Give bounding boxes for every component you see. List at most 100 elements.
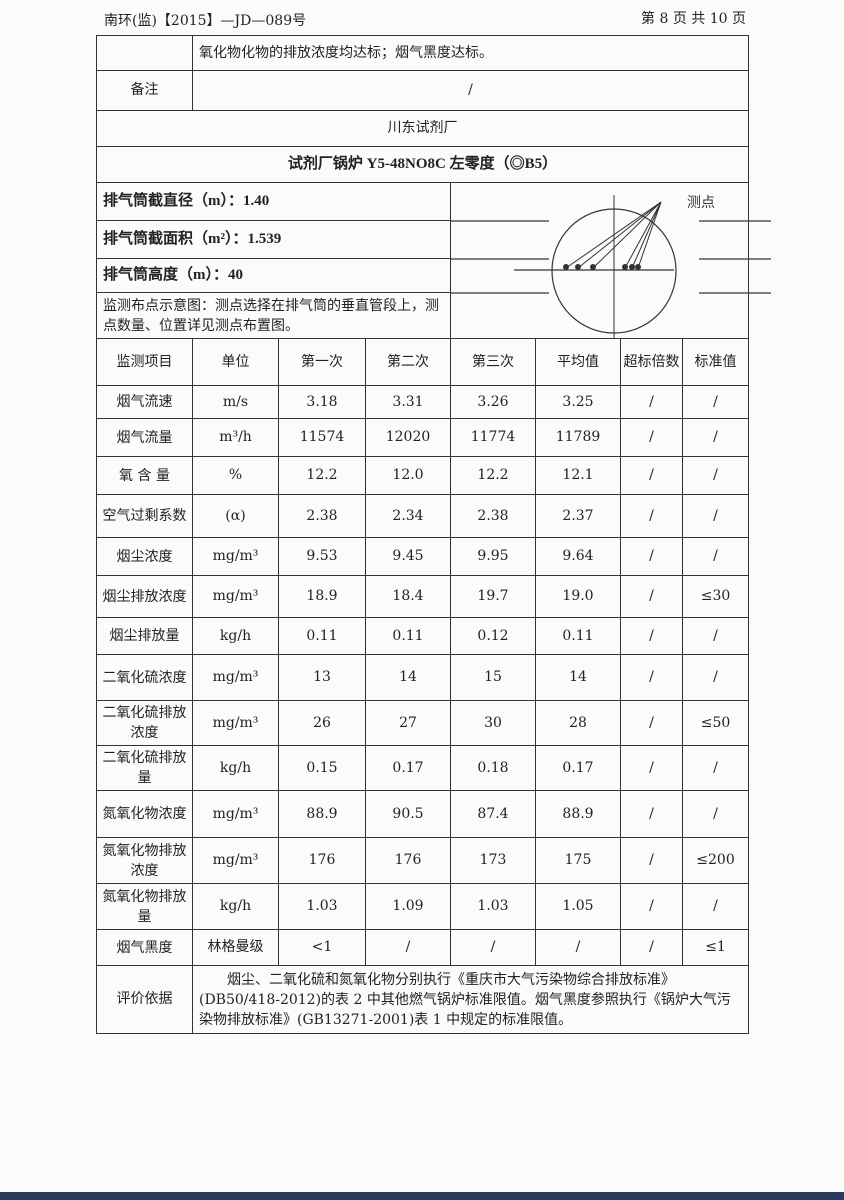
table-cell: 18.4 xyxy=(365,575,451,618)
table-cell: 二氧化硫排放浓度 xyxy=(96,700,193,746)
table-cell: 19.0 xyxy=(535,575,621,618)
table-cell: / xyxy=(365,929,451,966)
table-cell: 87.4 xyxy=(450,790,536,838)
table-cell: 烟尘浓度 xyxy=(96,537,193,576)
table-cell: mg/m³ xyxy=(192,537,279,576)
table-cell: / xyxy=(681,883,750,930)
table-cell: 1.09 xyxy=(365,883,451,930)
table-cell: 12020 xyxy=(365,418,451,457)
table-cell: / xyxy=(620,700,683,746)
col-header: 标准值 xyxy=(681,338,750,386)
table-cell: 0.12 xyxy=(450,617,536,655)
table-cell: 13 xyxy=(278,654,366,701)
table-row: 氮氧化物排放量 kg/h 1.03 1.09 1.03 1.05// xyxy=(96,883,750,930)
table-row: 烟尘排放量 kg/h 0.11 0.11 0.12 0.11// xyxy=(96,617,750,655)
table-cell: kg/h xyxy=(192,745,279,791)
table-row: 氮氧化物排放浓度 mg/m³ 176 176 173 175/≤200 xyxy=(96,837,750,884)
remark-value: / xyxy=(191,70,750,111)
table-cell: 0.15 xyxy=(278,745,366,791)
table-cell: 3.25 xyxy=(535,385,621,419)
table-cell: 2.38 xyxy=(450,494,536,538)
table-cell: 14 xyxy=(535,654,621,701)
table-cell: 1.03 xyxy=(450,883,536,930)
table-cell: / xyxy=(620,537,683,576)
source-title: 试剂厂锅炉 Y5-48NO8C 左零度（◎B5） xyxy=(95,146,750,183)
table-cell: 28 xyxy=(535,700,621,746)
table-cell: 3.18 xyxy=(278,385,366,419)
table-cell: / xyxy=(620,790,683,838)
table-cell: / xyxy=(620,456,683,495)
table-cell: / xyxy=(620,837,683,884)
table-cell: / xyxy=(620,617,683,655)
sampling-point-diagram: 测点 xyxy=(449,182,771,339)
table-cell: ≤30 xyxy=(681,575,750,618)
table-cell: / xyxy=(620,745,683,791)
table-cell: / xyxy=(681,385,750,419)
layout-note: 监测布点示意图：测点选择在排气筒的垂直管段上，测点数量、位置详见测点布置图。 xyxy=(96,292,451,339)
table-row: 二氧化硫排放量 kg/h 0.15 0.17 0.18 0.17// xyxy=(96,745,750,791)
table-cell: 氮氧化物排放量 xyxy=(96,883,193,930)
table-cell: 175 xyxy=(535,837,621,884)
table-cell: 1.05 xyxy=(535,883,621,930)
table-cell: 9.53 xyxy=(278,537,366,576)
evaluation-label: 评价依据 xyxy=(96,965,193,1034)
table-cell: mg/m³ xyxy=(192,700,279,746)
table-cell: 0.17 xyxy=(535,745,621,791)
table-cell: 3.31 xyxy=(365,385,451,419)
table-cell: / xyxy=(535,929,621,966)
col-header: 平均值 xyxy=(535,338,621,386)
monitoring-table: 氧化物化物的排放浓度均达标；烟气黑度达标。 备注 / 川东试剂厂 试剂厂锅炉 Y5… xyxy=(95,35,771,1034)
table-row: 烟气黑度 林格曼级 <1// / / ≤1 xyxy=(96,929,750,966)
table-row: 氧 含 量% 12.2 12.0 12.2 12.1// xyxy=(96,456,750,495)
table-cell: 二氧化硫排放量 xyxy=(96,745,193,791)
table-cell: 176 xyxy=(365,837,451,884)
table-cell: 0.11 xyxy=(535,617,621,655)
table-cell: / xyxy=(681,456,750,495)
table-cell: 0.17 xyxy=(365,745,451,791)
table-cell: 9.45 xyxy=(365,537,451,576)
conclusion-tail: 氧化物化物的排放浓度均达标；烟气黑度达标。 xyxy=(191,35,750,71)
table-cell: kg/h xyxy=(192,617,279,655)
table-cell: 15 xyxy=(450,654,536,701)
column-header-row: 监测项目 单位 第一次 第二次 第三次 平均值 超标倍数 标准值 xyxy=(96,338,750,386)
evaluation-text: 烟尘、二氧化硫和氮氧化物分别执行《重庆市大气污染物综合排放标准》(DB50/41… xyxy=(191,965,750,1034)
table-cell: (α) xyxy=(192,494,279,538)
col-header: 超标倍数 xyxy=(620,338,683,386)
table-cell: ≤1 xyxy=(681,929,750,966)
table-cell: ≤50 xyxy=(681,700,750,746)
table-cell: 9.64 xyxy=(535,537,621,576)
table-cell: 11774 xyxy=(450,418,536,457)
table-cell: 90.5 xyxy=(365,790,451,838)
table-row: 烟尘排放浓度 mg/m³ 18.9 18.4 19.7 19.0/≤30 xyxy=(96,575,750,618)
table-cell: 烟气流量 xyxy=(96,418,193,457)
table-cell: / xyxy=(681,790,750,838)
table-cell: 空气过剩系数 xyxy=(96,494,193,538)
table-cell: 12.1 xyxy=(535,456,621,495)
table-cell: / xyxy=(681,745,750,791)
diagram-label: 测点 xyxy=(687,195,715,211)
col-header: 第三次 xyxy=(450,338,536,386)
table-cell: 88.9 xyxy=(278,790,366,838)
table-cell: / xyxy=(620,494,683,538)
table-row: 二氧化硫排放浓度 mg/m³ 26 27 30 28/≤50 xyxy=(96,700,750,746)
table-cell: mg/m³ xyxy=(192,575,279,618)
table-cell: 12.2 xyxy=(278,456,366,495)
table-cell: <1 xyxy=(278,929,366,966)
table-cell: 19.7 xyxy=(450,575,536,618)
table-cell: 30 xyxy=(450,700,536,746)
table-cell: % xyxy=(192,456,279,495)
table-cell: 11574 xyxy=(278,418,366,457)
table-cell: m³/h xyxy=(192,418,279,457)
table-cell: / xyxy=(620,929,683,966)
col-header: 监测项目 xyxy=(96,338,193,386)
table-cell: 0.11 xyxy=(278,617,366,655)
table-cell: 11789 xyxy=(535,418,621,457)
stack-height: 排气筒高度（m）：40 xyxy=(96,258,451,293)
table-row: 二氧化硫浓度 mg/m³ 13 14 15 14// xyxy=(96,654,750,701)
table-cell: 烟气流速 xyxy=(96,385,193,419)
table-row: 空气过剩系数 (α) 2.38 2.34 2.38 2.37// xyxy=(96,494,750,538)
table-cell: 二氧化硫浓度 xyxy=(96,654,193,701)
table-row: 烟尘浓度 mg/m³ 9.53 9.45 9.95 9.64// xyxy=(96,537,750,576)
table-cell: mg/m³ xyxy=(192,837,279,884)
